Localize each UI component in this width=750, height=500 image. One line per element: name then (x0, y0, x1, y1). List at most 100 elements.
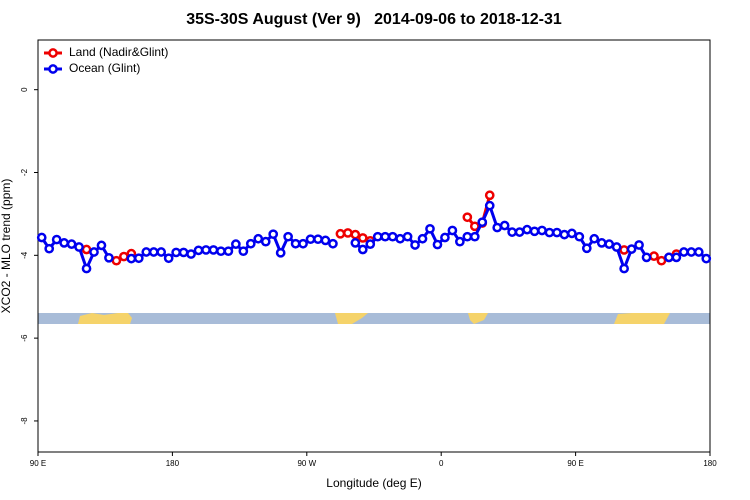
point (537, 225, 547, 236)
x-axis-label: Longitude (deg E) (326, 476, 421, 490)
y-tick-label: -4 (20, 251, 29, 259)
land-patch (468, 313, 488, 324)
point (619, 263, 629, 274)
x-tick-label: 0 (439, 459, 444, 468)
point (178, 247, 189, 258)
point (611, 242, 622, 252)
point (649, 251, 659, 261)
point (253, 233, 264, 244)
point (357, 244, 368, 255)
point (193, 245, 204, 256)
legend-marker (48, 48, 58, 58)
point (604, 239, 615, 249)
point (44, 243, 55, 254)
point (141, 247, 152, 257)
y-tick-label: -8 (20, 417, 29, 425)
point (552, 227, 562, 238)
point (156, 247, 167, 257)
point (574, 231, 585, 242)
point (208, 245, 219, 255)
point (417, 233, 428, 244)
point (634, 240, 644, 250)
point (469, 221, 480, 232)
point (104, 252, 114, 263)
point (36, 232, 47, 243)
point (111, 255, 122, 266)
ocean-strip (38, 313, 710, 324)
point (567, 228, 577, 239)
point (260, 236, 271, 247)
point (51, 234, 62, 245)
point (544, 227, 555, 238)
point (238, 246, 249, 257)
point (343, 228, 353, 238)
point (245, 238, 256, 249)
y-axis-label: XCO2 - MLO trend (ppm) (0, 179, 13, 314)
point (477, 217, 488, 228)
point (462, 231, 473, 242)
point (641, 252, 652, 263)
point (395, 233, 405, 244)
point (148, 247, 159, 257)
point (357, 233, 368, 243)
point (216, 246, 226, 257)
point (581, 243, 592, 254)
point (66, 239, 77, 249)
legend-label: Ocean (Glint) (69, 61, 140, 75)
point (268, 229, 279, 240)
point (350, 229, 361, 240)
point (484, 190, 495, 201)
point (529, 226, 540, 237)
point (671, 252, 682, 263)
land-patch (614, 313, 670, 324)
point (619, 245, 629, 255)
point (492, 222, 503, 233)
point (163, 253, 174, 264)
chart-title: 35S-30S August (Ver 9) 2014-09-06 to 201… (186, 11, 562, 28)
x-tick-label: 90 W (297, 459, 316, 468)
x-tick-label: 90 E (30, 459, 46, 468)
point (596, 238, 607, 248)
point (462, 212, 473, 223)
point (186, 249, 196, 259)
point (693, 247, 704, 257)
point (81, 263, 92, 274)
point (328, 238, 338, 249)
point (231, 239, 241, 249)
point (119, 251, 129, 262)
point (701, 253, 712, 264)
point (350, 238, 361, 248)
land-patch (335, 313, 368, 324)
point (410, 240, 420, 250)
point (499, 220, 510, 231)
point (425, 223, 435, 234)
plot-frame (37, 39, 711, 453)
point (380, 231, 391, 242)
point (484, 200, 495, 211)
y-tick-label: -2 (20, 168, 29, 176)
point (514, 227, 525, 237)
point (656, 255, 667, 266)
point (89, 247, 99, 257)
point (387, 231, 398, 242)
x-tick-label: 180 (166, 459, 180, 468)
point (283, 231, 293, 242)
point (275, 247, 286, 258)
point (507, 227, 517, 237)
point (559, 229, 570, 240)
point (126, 253, 137, 264)
point (74, 242, 84, 252)
land-patch (78, 313, 132, 324)
point (290, 238, 301, 249)
map-strip (38, 313, 710, 324)
point (59, 238, 69, 248)
point (81, 244, 92, 255)
point (171, 247, 181, 258)
point (440, 232, 450, 243)
point (313, 234, 323, 245)
point (469, 231, 480, 242)
point (372, 231, 383, 242)
point (432, 239, 443, 250)
point (679, 247, 689, 257)
